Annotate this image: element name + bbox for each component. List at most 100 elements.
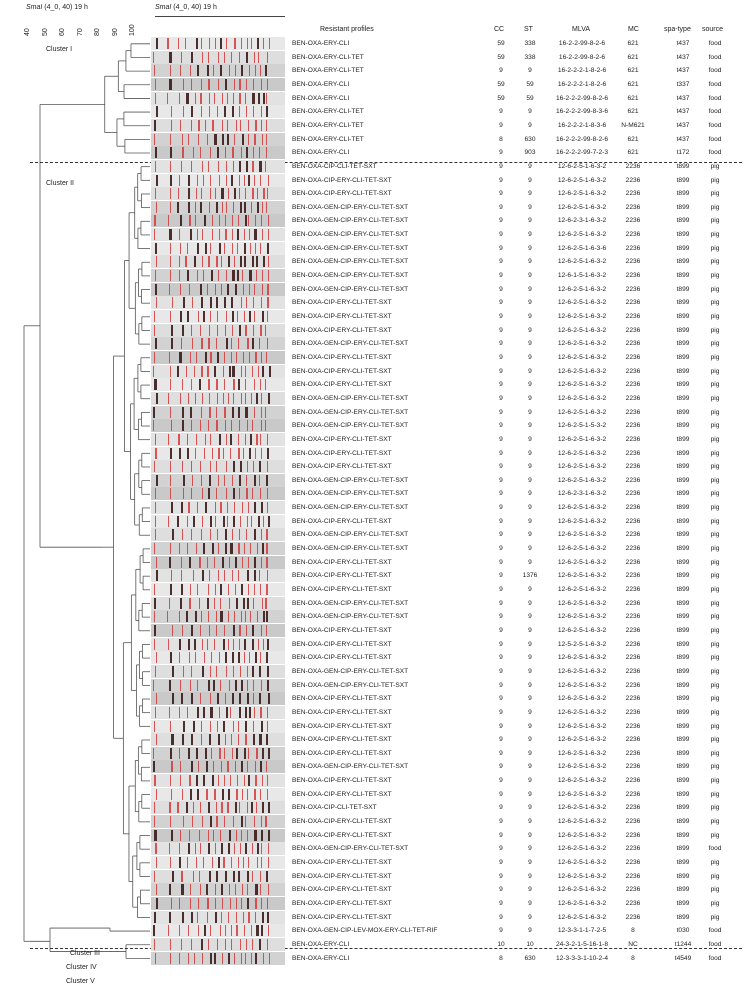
- gel-band: [257, 188, 259, 200]
- gel-band: [196, 65, 200, 77]
- gel-band: [244, 256, 247, 268]
- profile-cell: BEN-OXA-CIP-ERY-CLI-TET-SXT: [292, 586, 392, 593]
- gel-lane: [151, 910, 285, 924]
- gel-band: [200, 106, 202, 118]
- gel-band: [261, 529, 263, 541]
- gel-band: [231, 51, 233, 63]
- mlva-cell: 12-6-2-5-1-6-3-2: [557, 572, 607, 580]
- gel-band: [236, 119, 238, 131]
- gel-band: [212, 119, 214, 131]
- gel-band: [267, 215, 269, 227]
- gel-band: [231, 174, 234, 186]
- gel-band: [153, 229, 155, 241]
- gel-band: [180, 584, 183, 595]
- gel-band: [214, 584, 217, 595]
- gel-band: [216, 870, 219, 882]
- source-cell: pig: [710, 299, 720, 307]
- mc-cell: 2236: [625, 572, 641, 580]
- gel-band: [196, 584, 199, 595]
- gel-lane: [151, 269, 285, 283]
- cc-cell: 9: [499, 654, 503, 662]
- cc-cell: 9: [499, 190, 503, 198]
- cc-cell: 9: [499, 681, 503, 689]
- gel-band: [215, 461, 217, 473]
- gel-band: [224, 106, 227, 118]
- gel-band: [187, 311, 190, 322]
- spa-type-cell: t899: [676, 545, 690, 553]
- gel-band: [222, 201, 224, 213]
- gel-band: [153, 624, 156, 636]
- spa-type-cell: t899: [676, 299, 690, 307]
- profile-cell: BEN-OXA-CIP-ERY-CLI-TET-SXT: [292, 695, 392, 703]
- gel-band: [268, 365, 271, 377]
- cc-cell: 9: [499, 490, 503, 498]
- gel-band: [232, 201, 234, 213]
- gel-band: [261, 311, 264, 322]
- table-row: BEN-OXA-ERY-CLI-TET 59 338 16-2-2-99-8-2-6 6…: [0, 50, 746, 65]
- mc-cell: 2236: [625, 804, 641, 812]
- gel-band: [267, 829, 271, 841]
- mc-cell: 2236: [625, 722, 641, 730]
- gel-band: [169, 720, 171, 732]
- st-cell: 9: [528, 381, 532, 389]
- gel-band: [217, 775, 220, 787]
- mlva-cell: 12-6-2-5-1-6-3-2: [557, 285, 607, 293]
- gel-band: [257, 843, 260, 855]
- gel-band: [201, 665, 204, 677]
- gel-band: [261, 829, 264, 841]
- st-cell: 9: [528, 162, 532, 170]
- table-row: BEN-OXA-CIP-ERY-CLI-TET-SXT 9 9 12-6-2-5-1-…: [0, 350, 746, 365]
- gel-band: [202, 392, 204, 404]
- gel-band: [220, 584, 223, 595]
- profile-cell: BEN-OXA-ERY-CLI-TET: [292, 121, 364, 129]
- table-row: BEN-OXA-CIP-ERY-CLI-TET-SXT 9 9 12-6-2-5-1-…: [0, 432, 746, 447]
- gel-band: [231, 338, 233, 350]
- cc-cell: 9: [499, 408, 503, 416]
- gel-band: [209, 515, 213, 527]
- gel-band: [194, 611, 198, 623]
- gel-band: [154, 502, 156, 514]
- source-cell: pig: [710, 736, 720, 744]
- st-cell: 9: [528, 299, 532, 307]
- gel-band: [245, 106, 247, 118]
- profile-cell: BEN-OXA-CIP-ERY-CLI-TET-SXT: [292, 572, 392, 580]
- gel-band: [241, 365, 243, 377]
- gel-band: [239, 106, 241, 118]
- gel-band: [255, 775, 257, 787]
- gel-band: [190, 788, 193, 800]
- cc-cell: 9: [499, 804, 503, 812]
- gel-band: [266, 734, 269, 746]
- cc-cell: 9: [499, 313, 503, 320]
- gel-band: [214, 92, 216, 104]
- spa-type-cell: t899: [676, 695, 690, 703]
- mlva-cell: 16-2-2-2-1-8-2-6: [557, 67, 607, 75]
- gel-band: [197, 897, 199, 909]
- gel-band: [224, 324, 226, 336]
- gel-band: [235, 556, 238, 568]
- gel-band: [220, 38, 223, 49]
- gel-band: [247, 119, 250, 131]
- gel-band: [260, 406, 262, 418]
- gel-band: [246, 38, 248, 49]
- gel-band: [185, 38, 187, 49]
- gel-band: [225, 338, 228, 350]
- gel-band: [235, 597, 239, 609]
- gel-band: [191, 78, 193, 90]
- gel-band: [210, 706, 213, 718]
- profile-cell: BEN-OXA-ERY-CLI: [292, 94, 350, 102]
- gel-band: [154, 529, 157, 541]
- mc-cell: 2236: [625, 299, 641, 307]
- gel-band: [267, 174, 269, 186]
- gel-band: [155, 897, 158, 909]
- gel-band: [213, 829, 215, 841]
- source-cell: pig: [710, 777, 720, 785]
- gel-band: [267, 679, 270, 691]
- gel-band: [245, 734, 247, 746]
- gel-band: [242, 911, 244, 923]
- gel-band: [252, 188, 254, 200]
- mlva-cell: 16-2-2-2-99-8-2-6: [555, 135, 609, 143]
- gel-band: [206, 788, 208, 800]
- table-row: BEN-OXA-CIP-ERY-CLI-TET-SXT 9 1376 12-6-2-5…: [0, 569, 746, 583]
- profile-cell: BEN-OXA-GEN-CIP-LEV-MOX-ERY-CLI-TET-RIF: [292, 927, 438, 935]
- gel-lane: [151, 146, 285, 160]
